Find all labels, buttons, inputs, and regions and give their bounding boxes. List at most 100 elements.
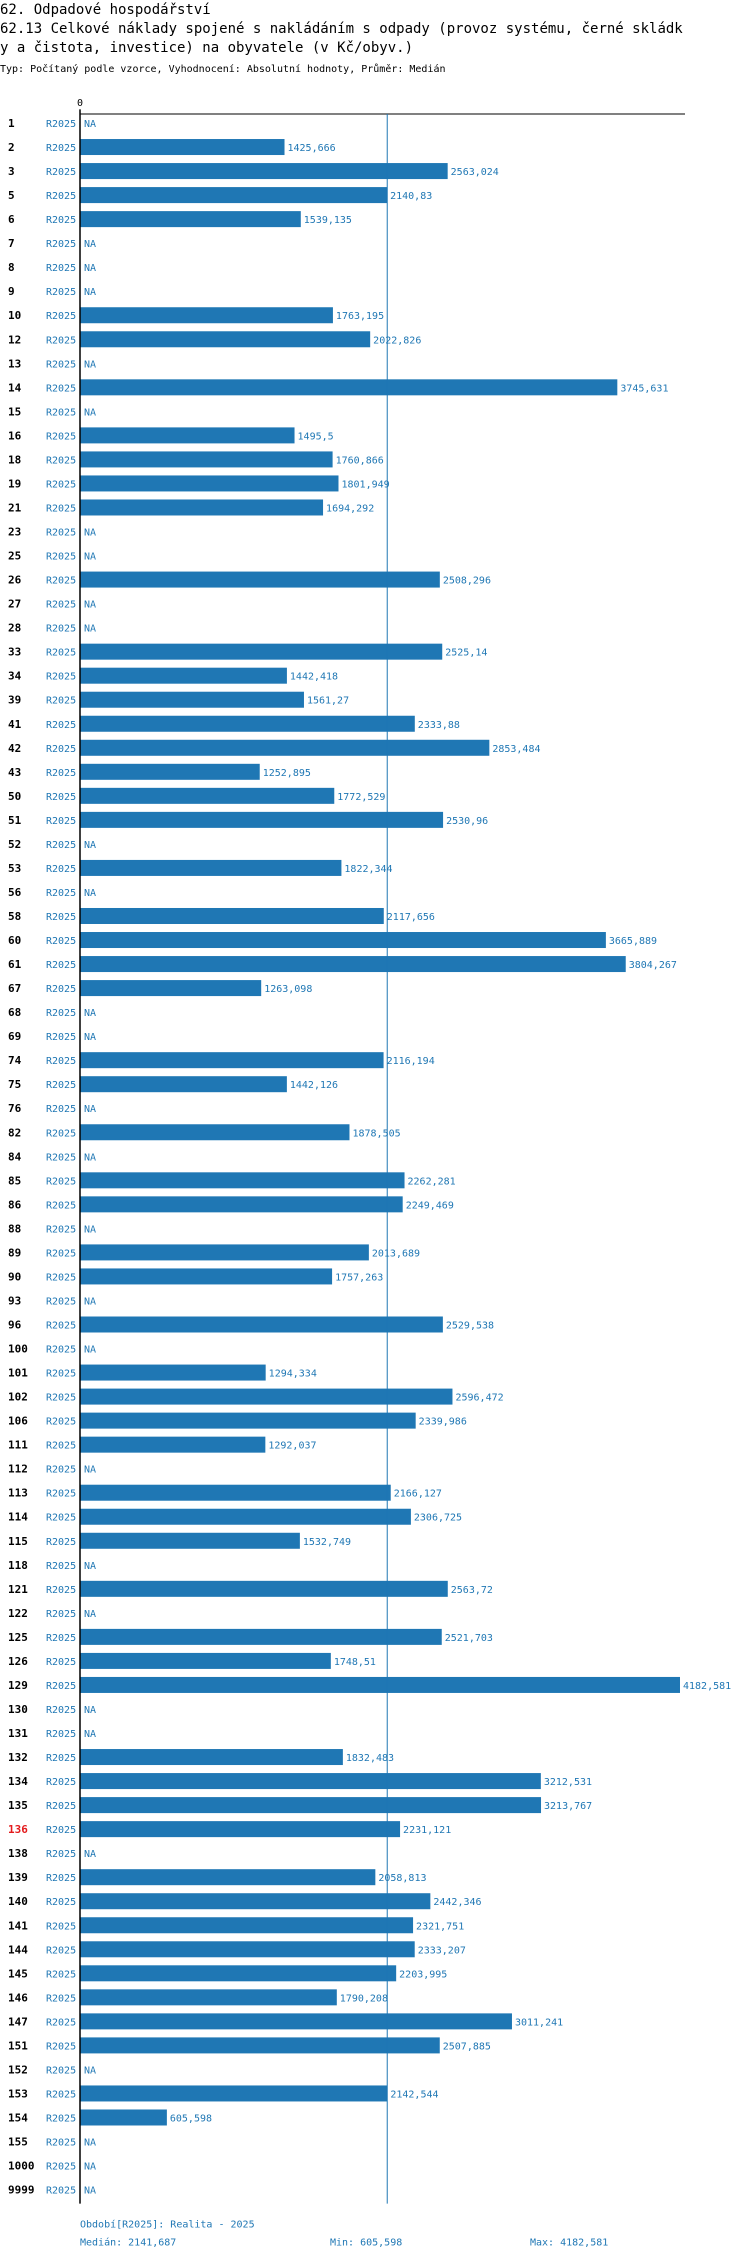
series-label: R2025 [46,720,76,731]
na-label: NA [84,1008,96,1019]
row-id-label: 96 [8,1319,22,1332]
bar [80,163,448,180]
row-id-label: 1000 [8,2160,35,2173]
na-label: NA [84,239,96,250]
row-id-label: 138 [8,1847,28,1860]
series-label: R2025 [46,1561,76,1572]
row-id-label: 1 [8,117,15,130]
bar-value-label: 3804,267 [629,960,677,971]
na-label: NA [84,263,96,274]
bar [80,1773,541,1790]
bar-value-label: 2521,703 [445,1633,493,1644]
row-id-label: 2 [8,141,15,154]
bar [80,956,626,973]
bar [80,1388,453,1405]
row-id-label: 43 [8,766,21,779]
bar-value-label: 2013,689 [372,1248,420,1259]
series-label: R2025 [46,1729,76,1740]
bar [80,1580,448,1597]
row-id-label: 53 [8,862,21,875]
row-id-label: 3 [8,165,15,178]
bar-value-label: 2339,986 [419,1417,467,1428]
bar [80,1316,443,1333]
row-id-label: 23 [8,526,21,539]
bar [80,980,262,997]
bar-value-label: 1801,949 [341,479,389,490]
series-label: R2025 [46,1465,76,1476]
series-label: R2025 [46,768,76,779]
row-id-label: 153 [8,2087,28,2100]
na-label: NA [84,1152,96,1163]
row-id-label: 125 [8,1631,28,1644]
series-label: R2025 [46,119,76,130]
bar [80,715,415,732]
row-id-label: 41 [8,718,22,731]
series-label: R2025 [46,984,76,995]
row-id-label: 5 [8,189,15,202]
series-label: R2025 [46,1537,76,1548]
bar [80,2013,512,2030]
row-id-label: 14 [8,381,22,394]
series-label: R2025 [46,1609,76,1620]
bar-value-label: 2262,281 [408,1176,456,1187]
bar-value-label: 2563,024 [451,167,499,178]
footer-max: Max: 4182,581 [530,2238,608,2249]
series-label: R2025 [46,215,76,226]
row-id-label: 85 [8,1174,21,1187]
bar-value-label: 1760,866 [336,455,384,466]
series-label: R2025 [46,744,76,755]
na-label: NA [84,888,96,899]
series-label: R2025 [46,383,76,394]
bar [80,427,295,444]
row-id-label: 16 [8,429,22,442]
row-id-label: 126 [8,1655,28,1668]
bar [80,2109,167,2126]
bar [80,475,339,492]
row-id-label: 130 [8,1703,28,1716]
bar [80,1436,266,1453]
bar-value-label: 1561,27 [307,696,349,707]
na-label: NA [84,2065,96,2076]
row-id-label: 33 [8,646,21,659]
row-id-label: 8 [8,261,15,274]
series-label: R2025 [46,1657,76,1668]
row-id-label: 132 [8,1751,28,1764]
series-label: R2025 [46,576,76,587]
row-id-label: 52 [8,838,21,851]
bar [80,859,342,876]
row-id-label: 9999 [8,2184,35,2197]
series-label: R2025 [46,1393,76,1404]
bar [80,1196,403,1213]
series-label: R2025 [46,2041,76,2052]
series-label: R2025 [46,1489,76,1500]
bar [80,787,335,804]
series-label: R2025 [46,1032,76,1043]
series-label: R2025 [46,191,76,202]
row-id-label: 122 [8,1607,28,1620]
row-id-label: 84 [8,1150,22,1163]
na-label: NA [84,1032,96,1043]
bar [80,1989,337,2006]
series-label: R2025 [46,1825,76,1836]
row-id-label: 27 [8,598,21,611]
row-id-label: 76 [8,1102,22,1115]
series-label: R2025 [46,431,76,442]
na-label: NA [84,407,96,418]
series-label: R2025 [46,1104,76,1115]
na-label: NA [84,287,96,298]
series-label: R2025 [46,816,76,827]
row-id-label: 6 [8,213,15,226]
bar [80,1172,405,1189]
bar [80,1652,331,1669]
row-id-label: 60 [8,934,21,947]
na-label: NA [84,840,96,851]
bar [80,1797,542,1814]
bar-value-label: 1832,483 [346,1753,394,1764]
row-id-label: 141 [8,1919,28,1932]
series-label: R2025 [46,239,76,250]
series-label: R2025 [46,1897,76,1908]
series-label: R2025 [46,1369,76,1380]
chart-title-line-1: 62.13 Celkové náklady spojené s nakládán… [0,21,683,37]
bar-value-label: 2507,885 [443,2041,491,2052]
series-label: R2025 [46,1777,76,1788]
